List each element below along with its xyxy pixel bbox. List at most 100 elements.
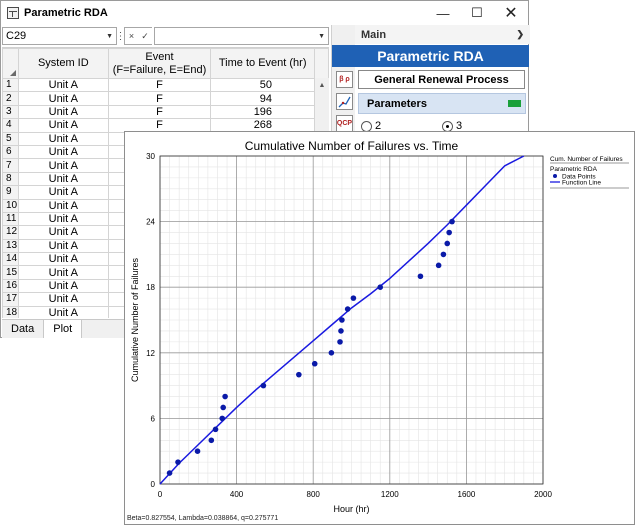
row-number[interactable]: 6: [2, 144, 19, 160]
row-number[interactable]: 10: [2, 198, 19, 213]
table-row[interactable]: 3 Unit A F 196: [2, 104, 329, 120]
tab-plot[interactable]: Plot: [43, 320, 83, 338]
row-number[interactable]: 3: [2, 104, 19, 120]
model-parameters-footer: Beta=0.827554, Lambda=0.038864, q=0.2757…: [127, 515, 279, 522]
row-number[interactable]: 1: [2, 77, 19, 93]
x-tick-label: 400: [230, 490, 244, 499]
cell-event[interactable]: F: [107, 104, 212, 120]
cell-system-id[interactable]: Unit A: [17, 265, 109, 280]
row-number[interactable]: 9: [2, 185, 19, 200]
cell-event[interactable]: F: [107, 77, 212, 93]
cumulative-failures-chart[interactable]: 0 400 800 1200 1600 2000 0 6 12 18 24 30 Cumulative …: [125, 132, 634, 524]
parameters-tool-icon[interactable]: β ρ: [336, 71, 353, 88]
function-line: [159, 155, 525, 485]
cell-time-to-event[interactable]: 50: [210, 77, 316, 93]
close-button[interactable]: ✕: [504, 5, 518, 22]
y-axis-label: Cumulative Number of Failures: [130, 257, 140, 382]
cell-system-id[interactable]: Unit A: [17, 158, 109, 173]
cell-system-id[interactable]: Unit A: [17, 305, 109, 318]
chevron-right-icon[interactable]: ❯: [516, 29, 524, 39]
tab-data[interactable]: Data: [11, 323, 35, 335]
radio-circle-selected-icon[interactable]: [442, 120, 453, 132]
row-number[interactable]: 18: [2, 305, 19, 318]
cell-system-id[interactable]: Unit A: [17, 185, 109, 200]
y-tick-label: 18: [146, 283, 155, 292]
cancel-edit-button[interactable]: ×: [124, 27, 138, 45]
row-number[interactable]: 15: [2, 265, 19, 280]
data-point: [220, 404, 226, 411]
row-number[interactable]: 13: [2, 238, 19, 254]
cell-system-id[interactable]: Unit A: [17, 198, 109, 213]
panel-header[interactable]: Main ❯: [355, 25, 530, 44]
data-point: [338, 328, 344, 334]
cell-reference-value: C29: [6, 30, 27, 42]
column-header-system-id[interactable]: System ID: [17, 48, 109, 79]
minimize-button[interactable]: —: [436, 5, 450, 21]
row-number[interactable]: 8: [2, 171, 19, 187]
data-point: [311, 360, 318, 367]
radio-option-label: 3: [456, 120, 463, 132]
data-point: [444, 240, 451, 247]
cell-system-id[interactable]: Unit A: [17, 225, 109, 240]
row-number[interactable]: 12: [2, 225, 19, 240]
data-point: [449, 218, 455, 225]
table-row[interactable]: 2 Unit A F 94: [2, 91, 329, 106]
cell-system-id[interactable]: Unit A: [17, 278, 109, 294]
cell-time-to-event[interactable]: 196: [210, 104, 316, 120]
radio-circle-icon[interactable]: [361, 120, 372, 132]
formula-bar-splitter-icon[interactable]: ⋮: [115, 30, 126, 42]
chevron-down-icon[interactable]: ▼: [318, 32, 325, 40]
analysis-banner: Parametric RDA: [332, 45, 529, 67]
table-row[interactable]: 1 Unit A F 50: [2, 77, 329, 93]
row-number[interactable]: 7: [2, 158, 19, 173]
select-all-corner[interactable]: [2, 48, 19, 79]
cell-system-id[interactable]: Unit A: [17, 118, 109, 133]
cell-system-id[interactable]: Unit A: [17, 252, 109, 267]
row-number[interactable]: 14: [2, 252, 19, 267]
data-point: [440, 251, 447, 258]
scroll-up-arrow-icon[interactable]: ▲: [318, 81, 326, 89]
formula-input[interactable]: ▼: [154, 27, 329, 45]
radio-option-label: 2: [375, 120, 382, 132]
cell-system-id[interactable]: Unit A: [17, 77, 109, 93]
data-point: [446, 229, 452, 236]
legend-data-points-label: Data Points: [562, 174, 596, 181]
cell-system-id[interactable]: Unit A: [17, 144, 109, 160]
cell-time-to-event[interactable]: 94: [210, 91, 316, 106]
row-number[interactable]: 11: [2, 211, 19, 227]
data-point: [350, 295, 357, 301]
cell-system-id[interactable]: Unit A: [17, 171, 109, 187]
model-select-button[interactable]: General Renewal Process: [358, 70, 525, 89]
data-point: [194, 448, 201, 455]
cell-event[interactable]: F: [107, 91, 212, 106]
column-header-filler: [314, 48, 329, 79]
y-tick-label: 24: [146, 218, 155, 227]
maximize-button[interactable]: ☐: [471, 5, 483, 20]
data-point: [212, 426, 219, 433]
parameters-section-header[interactable]: Parameters: [358, 93, 526, 114]
data-point: [296, 371, 302, 378]
row-number[interactable]: 2: [2, 91, 19, 106]
row-number[interactable]: 4: [2, 118, 19, 133]
y-tick-label: 0: [151, 480, 156, 489]
accept-edit-button[interactable]: ✓: [138, 27, 152, 45]
column-header-event[interactable]: Event (F=Failure, E=End): [107, 48, 212, 79]
chevron-down-icon[interactable]: ▼: [106, 32, 113, 40]
cell-system-id[interactable]: Unit A: [17, 238, 109, 254]
cell-system-id[interactable]: Unit A: [17, 131, 109, 146]
cell-system-id[interactable]: Unit A: [17, 292, 109, 307]
cell-reference-box[interactable]: C29 ▼: [2, 27, 117, 45]
cell-system-id[interactable]: Unit A: [17, 104, 109, 120]
qcp-tool-icon[interactable]: QCP: [336, 115, 353, 132]
column-header-time-to-event[interactable]: Time to Event (hr): [210, 48, 316, 79]
legend-title: Cum. Number of Failures: [550, 156, 623, 163]
cell-system-id[interactable]: Unit A: [17, 91, 109, 106]
plot-frame: [159, 155, 544, 485]
cell-system-id[interactable]: Unit A: [17, 211, 109, 227]
row-number[interactable]: 16: [2, 278, 19, 294]
data-point: [417, 273, 424, 280]
row-number[interactable]: 17: [2, 292, 19, 307]
plot-tool-icon[interactable]: [336, 93, 353, 110]
data-point: [166, 470, 173, 476]
row-number[interactable]: 5: [2, 131, 19, 146]
